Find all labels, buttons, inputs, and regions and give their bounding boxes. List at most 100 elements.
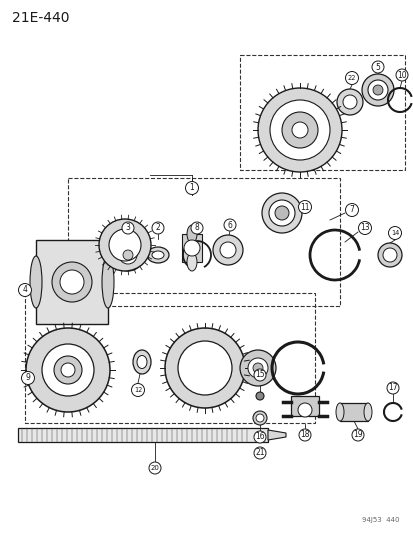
Text: 21E-440: 21E-440: [12, 11, 69, 25]
Circle shape: [336, 89, 362, 115]
Text: 21: 21: [255, 448, 264, 457]
Circle shape: [254, 369, 266, 381]
Circle shape: [386, 382, 398, 394]
Circle shape: [21, 372, 34, 384]
Circle shape: [345, 71, 358, 85]
Polygon shape: [267, 430, 285, 440]
Circle shape: [255, 414, 263, 422]
Circle shape: [60, 270, 84, 294]
Circle shape: [367, 80, 387, 100]
Bar: [18, 428, 267, 442]
Text: 12: 12: [133, 387, 142, 393]
Circle shape: [54, 356, 82, 384]
Circle shape: [257, 88, 341, 172]
Text: 13: 13: [359, 223, 369, 232]
Circle shape: [240, 350, 275, 386]
Circle shape: [377, 243, 401, 267]
Circle shape: [297, 403, 311, 417]
Circle shape: [274, 206, 288, 220]
Circle shape: [371, 61, 383, 73]
Text: 11: 11: [299, 203, 309, 212]
Text: 15: 15: [254, 370, 264, 379]
Circle shape: [342, 95, 356, 109]
Circle shape: [183, 240, 199, 256]
Text: 94J53  440: 94J53 440: [362, 517, 399, 523]
Text: 18: 18: [299, 431, 309, 440]
Ellipse shape: [147, 247, 169, 263]
Circle shape: [212, 235, 242, 265]
Circle shape: [119, 246, 137, 264]
Text: 19: 19: [352, 431, 362, 440]
Circle shape: [19, 284, 31, 296]
Text: 3: 3: [125, 223, 130, 232]
Circle shape: [395, 69, 407, 81]
Circle shape: [109, 229, 141, 261]
Text: 14: 14: [390, 230, 398, 236]
Circle shape: [291, 122, 307, 138]
Circle shape: [254, 431, 266, 443]
Circle shape: [358, 222, 370, 235]
Text: 10: 10: [396, 70, 406, 79]
Circle shape: [254, 447, 266, 459]
Circle shape: [268, 200, 294, 226]
Bar: [25, 293, 314, 423]
Text: 8: 8: [194, 223, 199, 232]
Circle shape: [165, 328, 244, 408]
Circle shape: [298, 200, 311, 214]
Circle shape: [152, 222, 164, 234]
Circle shape: [185, 182, 198, 195]
Circle shape: [42, 344, 94, 396]
Circle shape: [219, 242, 235, 258]
Ellipse shape: [133, 350, 151, 374]
Circle shape: [345, 204, 358, 216]
Text: 5: 5: [375, 62, 380, 71]
Ellipse shape: [152, 251, 164, 259]
Circle shape: [255, 392, 263, 400]
Circle shape: [190, 222, 202, 234]
Circle shape: [112, 239, 144, 271]
Circle shape: [372, 85, 382, 95]
Ellipse shape: [187, 225, 197, 243]
Text: 9: 9: [26, 374, 31, 383]
Circle shape: [122, 222, 134, 234]
Circle shape: [261, 193, 301, 233]
Circle shape: [252, 363, 262, 373]
Text: 22: 22: [347, 75, 356, 81]
Circle shape: [269, 100, 329, 160]
Text: 17: 17: [387, 384, 397, 392]
Circle shape: [387, 227, 401, 239]
Bar: [182, 234, 202, 262]
Circle shape: [178, 341, 231, 395]
Bar: [68, 178, 339, 306]
Bar: [290, 396, 318, 416]
Circle shape: [361, 74, 393, 106]
Bar: [339, 403, 367, 421]
Circle shape: [26, 328, 110, 412]
Ellipse shape: [30, 256, 42, 308]
Ellipse shape: [335, 403, 343, 421]
Text: 16: 16: [254, 432, 264, 441]
Circle shape: [61, 363, 75, 377]
Text: 4: 4: [22, 286, 27, 295]
Circle shape: [52, 262, 92, 302]
Circle shape: [281, 112, 317, 148]
Circle shape: [99, 219, 151, 271]
Text: 20: 20: [150, 465, 159, 471]
Text: 7: 7: [349, 206, 354, 214]
Circle shape: [351, 429, 363, 441]
Circle shape: [123, 250, 133, 260]
Circle shape: [247, 358, 267, 378]
Ellipse shape: [187, 253, 197, 271]
Ellipse shape: [137, 356, 147, 368]
Circle shape: [298, 429, 310, 441]
Text: 6: 6: [227, 221, 232, 230]
Ellipse shape: [363, 403, 371, 421]
Circle shape: [149, 462, 161, 474]
Circle shape: [252, 411, 266, 425]
Ellipse shape: [102, 256, 114, 308]
Bar: [36, 240, 108, 324]
Circle shape: [382, 248, 396, 262]
Circle shape: [223, 219, 235, 231]
Text: 2: 2: [155, 223, 160, 232]
Circle shape: [131, 384, 144, 397]
